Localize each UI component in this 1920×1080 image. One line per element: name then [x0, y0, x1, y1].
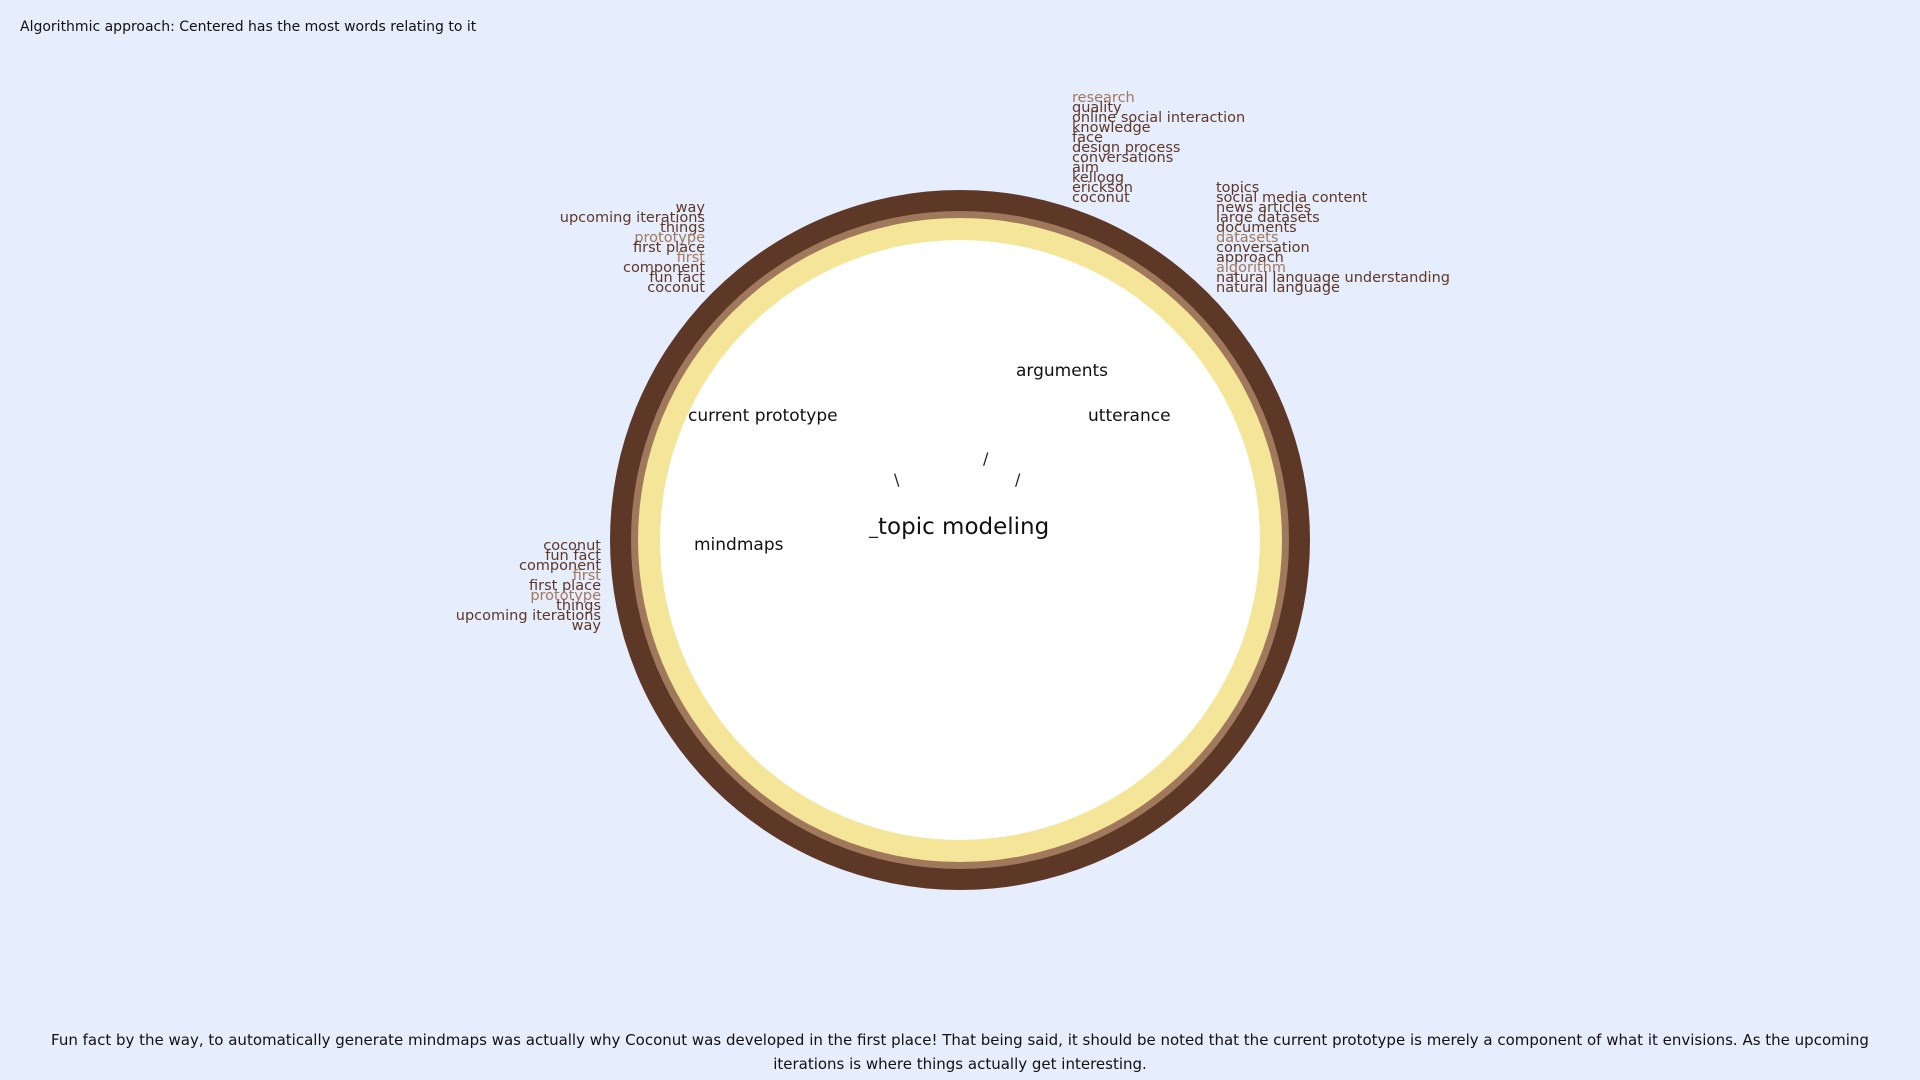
- word-item: approach: [1216, 250, 1284, 266]
- word-item: way: [571, 618, 601, 634]
- node-mindmaps[interactable]: mindmaps: [694, 535, 784, 555]
- word-item: conversations: [1072, 150, 1174, 166]
- footer-text: Fun fact by the way, to automatically ge…: [51, 1031, 1869, 1073]
- node-utterance[interactable]: utterance: [1088, 406, 1171, 426]
- word-item: first place: [633, 240, 705, 256]
- word-item: way: [675, 200, 705, 216]
- word-item: upcoming iterations: [559, 210, 705, 226]
- word-item: social media content: [1216, 190, 1368, 206]
- word-item: datasets: [1216, 230, 1279, 246]
- word-item: coconut: [1072, 190, 1130, 206]
- word-item: prototype: [634, 230, 705, 246]
- word-item: coconut: [543, 538, 601, 554]
- connector-slash-right: /: [1015, 470, 1021, 489]
- word-item: prototype: [530, 588, 601, 604]
- connector-backslash-left: \: [894, 470, 900, 489]
- word-item: upcoming iterations: [455, 608, 601, 624]
- word-item: design process: [1072, 140, 1181, 156]
- word-item: algorithm: [1216, 260, 1286, 276]
- node-arguments[interactable]: arguments: [1016, 361, 1108, 381]
- word-item: things: [556, 598, 601, 614]
- word-item: quality: [1072, 100, 1122, 116]
- word-list-bottom-left: coconut fun fact component first first place…: [455, 538, 601, 634]
- word-item: conversation: [1216, 240, 1310, 256]
- word-item: large datasets: [1216, 210, 1320, 226]
- word-item: component: [518, 558, 601, 574]
- word-item: fun fact: [545, 548, 601, 564]
- word-item: first: [572, 568, 601, 584]
- word-item: face: [1072, 130, 1103, 146]
- word-item: fun fact: [649, 270, 705, 286]
- word-item: natural language understanding: [1216, 270, 1450, 286]
- word-list-top-left: way upcoming iterations things prototype fir…: [559, 200, 705, 296]
- header-text: Algorithmic approach: Centered has the m…: [20, 19, 477, 35]
- word-item: topics: [1216, 180, 1260, 196]
- word-item: aim: [1072, 160, 1100, 176]
- word-item: component: [622, 260, 705, 276]
- word-item: kellogg: [1072, 170, 1125, 186]
- word-item: news articles: [1216, 200, 1312, 216]
- word-item: first: [676, 250, 705, 266]
- connector-underscore: _: [869, 518, 878, 539]
- word-item: first place: [529, 578, 601, 594]
- word-list-top-center: research quality online social interaction…: [1072, 90, 1246, 206]
- word-item: natural language: [1216, 280, 1340, 296]
- word-item: documents: [1216, 220, 1297, 236]
- connector-slash-top: /: [983, 449, 989, 468]
- word-list-top-right: topics social media content news articles l…: [1216, 180, 1450, 296]
- word-item: coconut: [647, 280, 705, 296]
- center-topic[interactable]: topic modeling: [878, 514, 1050, 540]
- word-item: research: [1072, 90, 1135, 106]
- word-item: knowledge: [1072, 120, 1151, 136]
- ring-inner: [660, 240, 1260, 840]
- word-item: erickson: [1072, 180, 1133, 196]
- node-current-prototype[interactable]: current prototype: [688, 406, 838, 426]
- word-item: things: [660, 220, 705, 236]
- word-item: online social interaction: [1072, 110, 1246, 126]
